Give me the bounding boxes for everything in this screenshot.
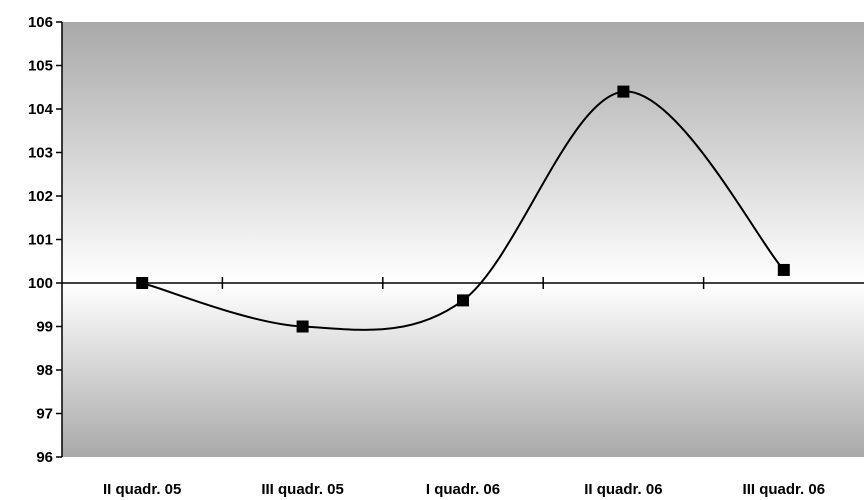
y-tick-label: 104 xyxy=(28,101,54,118)
y-tick-label: 97 xyxy=(36,406,53,423)
series-line xyxy=(141,90,785,331)
data-point-marker xyxy=(457,294,469,307)
data-point-marker xyxy=(617,85,630,98)
x-tick-label: II quadr. 05 xyxy=(103,481,181,498)
y-tick-label: 103 xyxy=(28,145,53,162)
x-tick-label: III quadr. 05 xyxy=(261,481,344,498)
y-tick-label: 106 xyxy=(28,14,53,31)
plot-area-upper xyxy=(62,22,864,283)
y-tick-label: 100 xyxy=(28,275,53,292)
x-tick-label: III quadr. 06 xyxy=(743,481,826,498)
y-tick-label: 96 xyxy=(36,449,53,466)
y-tick-label: 101 xyxy=(28,232,53,249)
data-point-marker xyxy=(296,320,309,333)
x-tick-label: II quadr. 06 xyxy=(584,481,662,498)
y-tick-label: 98 xyxy=(36,362,53,379)
y-tick-label: 102 xyxy=(28,188,53,205)
data-point-marker xyxy=(777,263,790,276)
data-point-marker xyxy=(136,277,149,289)
y-tick-label: 99 xyxy=(36,319,53,336)
y-tick-label: 105 xyxy=(28,58,53,75)
x-tick-label: I quadr. 06 xyxy=(426,481,500,498)
plot-area-lower xyxy=(62,283,864,457)
